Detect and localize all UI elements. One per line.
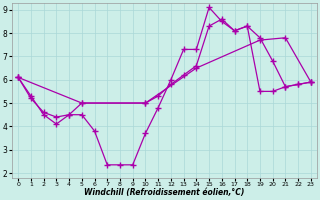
X-axis label: Windchill (Refroidissement éolien,°C): Windchill (Refroidissement éolien,°C) bbox=[84, 188, 245, 197]
